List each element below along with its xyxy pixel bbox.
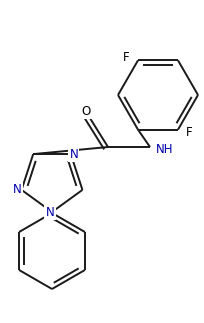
Text: F: F xyxy=(185,126,192,139)
Text: N: N xyxy=(69,148,78,161)
Text: O: O xyxy=(81,105,90,118)
Text: NH: NH xyxy=(155,142,173,155)
Text: N: N xyxy=(13,183,22,196)
Text: F: F xyxy=(123,51,129,64)
Text: N: N xyxy=(45,205,54,218)
